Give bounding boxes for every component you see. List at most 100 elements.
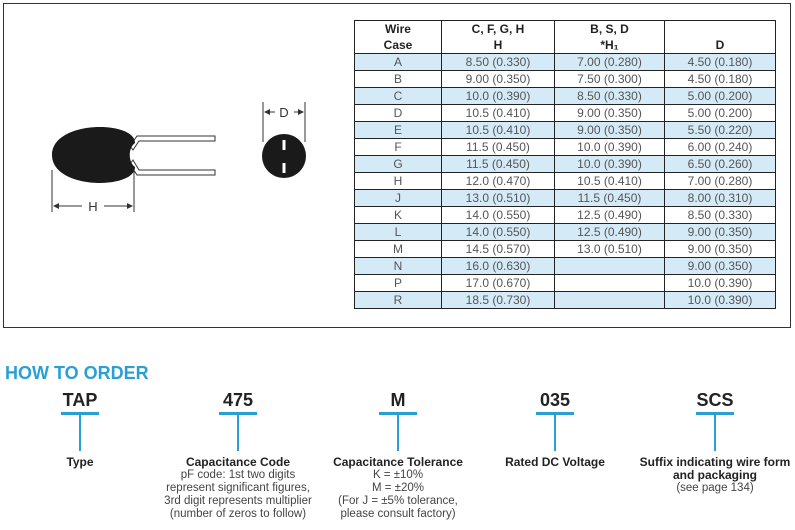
table-cell: 9.00 (0.350) — [664, 257, 776, 275]
header-cell: Case — [354, 37, 442, 54]
table-cell: 9.00 (0.350) — [554, 121, 665, 139]
table-cell: 9.00 (0.350) — [554, 104, 665, 122]
table-cell: 10.0 (0.390) — [664, 291, 776, 309]
table-cell: 11.5 (0.450) — [441, 155, 555, 173]
table-cell: 16.0 (0.630) — [441, 257, 555, 275]
header-cell: *H₁ — [554, 37, 665, 54]
h-dimension-label: H — [88, 199, 97, 214]
table-cell: 10.5 (0.410) — [441, 121, 555, 139]
table-cell: 7.00 (0.280) — [664, 172, 776, 190]
table-cell: 9.00 (0.350) — [664, 223, 776, 241]
table-cell: 9.00 (0.350) — [664, 240, 776, 258]
header-cell: H — [441, 37, 555, 54]
code-description: M = ±20% — [371, 482, 424, 494]
code-description: pF code: 1st two digits — [180, 469, 296, 481]
table-cell: 11.5 (0.450) — [554, 189, 665, 207]
code-value: SCS — [696, 390, 734, 410]
code-label: Type — [66, 455, 94, 469]
table-cell: D — [354, 104, 442, 122]
table-cell: 18.5 (0.730) — [441, 291, 555, 309]
order-code-part: M Capacitance Tolerance K = ±10% M = ±20% (F… — [318, 390, 478, 521]
table-cell: 10.5 (0.410) — [441, 104, 555, 122]
table-cell: K — [354, 206, 442, 224]
code-label: Suffix indicating wire form and packagin… — [639, 455, 791, 482]
header-cell — [664, 20, 776, 37]
table-cell: 11.5 (0.450) — [441, 138, 555, 156]
order-code-part: 035 Rated DC Voltage — [475, 390, 635, 469]
table-cell: 5.00 (0.200) — [664, 87, 776, 105]
table-row: D 10.5 (0.410) 9.00 (0.350) 5.00 (0.200) — [354, 104, 776, 122]
code-description: 3rd digit represents multiplier — [164, 495, 312, 507]
capacitor-diagram: H D — [51, 102, 306, 214]
table-cell: 6.50 (0.260) — [664, 155, 776, 173]
code-connector — [554, 415, 556, 451]
table-row: F 11.5 (0.450) 10.0 (0.390) 6.00 (0.240) — [354, 138, 776, 156]
table-cell: G — [354, 155, 442, 173]
capacitor-body-end — [262, 134, 306, 178]
table-cell: 5.00 (0.200) — [664, 104, 776, 122]
table-cell: 13.0 (0.510) — [554, 240, 665, 258]
table-cell: N — [354, 257, 442, 275]
code-connector — [79, 415, 81, 451]
code-connector — [714, 415, 716, 451]
table-row: J 13.0 (0.510) 11.5 (0.450) 8.00 (0.310) — [354, 189, 776, 207]
table-cell — [554, 274, 665, 292]
table-cell: 12.5 (0.490) — [554, 223, 665, 241]
code-marker — [536, 412, 574, 415]
code-marker — [379, 412, 417, 415]
order-code-part: 475 Capacitance Code pF code: 1st two digi… — [158, 390, 318, 521]
table-cell — [554, 291, 665, 309]
code-description: K = ±10% — [372, 469, 424, 481]
code-description: (For J = ±5% tolerance, — [338, 495, 458, 507]
table-cell: 12.0 (0.470) — [441, 172, 555, 190]
table-row: K 14.0 (0.550) 12.5 (0.490) 8.50 (0.330) — [354, 206, 776, 224]
table-row: P 17.0 (0.670) 10.0 (0.390) — [354, 274, 776, 292]
table-cell: 10.0 (0.390) — [554, 155, 665, 173]
table-cell: F — [354, 138, 442, 156]
table-cell: 4.50 (0.180) — [664, 70, 776, 88]
table-cell: 14.0 (0.550) — [441, 206, 555, 224]
code-description: represent significant figures, — [166, 482, 310, 494]
table-cell: L — [354, 223, 442, 241]
code-marker — [696, 412, 734, 415]
table-cell: B — [354, 70, 442, 88]
table-cell: 6.00 (0.240) — [664, 138, 776, 156]
table-cell: 10.0 (0.390) — [664, 274, 776, 292]
header-cell: D — [664, 37, 776, 54]
code-value: TAP — [62, 390, 98, 410]
table-cell: E — [354, 121, 442, 139]
code-label: Capacitance Tolerance — [333, 455, 463, 469]
table-row: C 10.0 (0.390) 8.50 (0.330) 5.00 (0.200) — [354, 87, 776, 105]
header-cell: Wire — [354, 20, 442, 37]
code-connector — [237, 415, 239, 451]
case-dimensions-table: Wire C, F, G, H B, S, D Case H *H₁ D A 8.50 (0… — [354, 20, 776, 309]
table-row: G 11.5 (0.450) 10.0 (0.390) 6.50 (0.260) — [354, 155, 776, 173]
table-row: A 8.50 (0.330) 7.00 (0.280) 4.50 (0.180) — [354, 53, 776, 71]
table-cell: 10.5 (0.410) — [554, 172, 665, 190]
table-row: R 18.5 (0.730) 10.0 (0.390) — [354, 291, 776, 309]
capacitor-body-side — [52, 127, 135, 183]
table-cell: C — [354, 87, 442, 105]
code-description: (number of zeros to follow) — [169, 508, 307, 520]
table-cell: 10.0 (0.390) — [441, 87, 555, 105]
dimensions-panel — [3, 3, 791, 328]
table-cell: 10.0 (0.390) — [554, 138, 665, 156]
code-marker — [219, 412, 257, 415]
code-connector — [397, 415, 399, 451]
table-row: H 12.0 (0.470) 10.5 (0.410) 7.00 (0.280) — [354, 172, 776, 190]
table-row: E 10.5 (0.410) 9.00 (0.350) 5.50 (0.220) — [354, 121, 776, 139]
table-cell: 14.5 (0.570) — [441, 240, 555, 258]
table-cell: 5.50 (0.220) — [664, 121, 776, 139]
code-description: (see page 134) — [676, 482, 754, 494]
table-cell: M — [354, 240, 442, 258]
table-row: B 9.00 (0.350) 7.50 (0.300) 4.50 (0.180) — [354, 70, 776, 88]
table-cell — [554, 257, 665, 275]
table-cell: 13.0 (0.510) — [441, 189, 555, 207]
table-cell: 4.50 (0.180) — [664, 53, 776, 71]
code-label: Rated DC Voltage — [505, 455, 605, 469]
table-cell: P — [354, 274, 442, 292]
table-cell: 8.50 (0.330) — [554, 87, 665, 105]
table-cell: 9.00 (0.350) — [441, 70, 555, 88]
code-value: M — [390, 390, 406, 410]
header-cell: C, F, G, H — [441, 20, 555, 37]
